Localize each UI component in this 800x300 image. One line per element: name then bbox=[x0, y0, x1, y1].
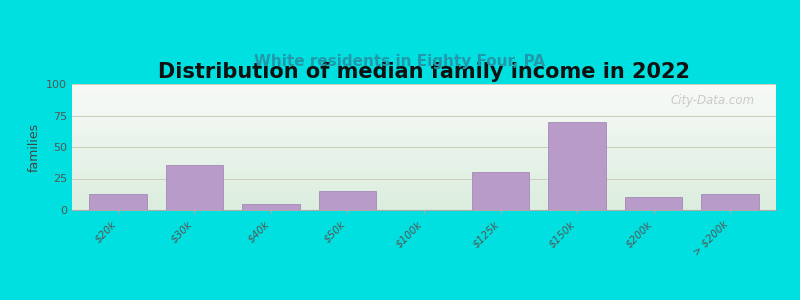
Title: Distribution of median family income in 2022: Distribution of median family income in … bbox=[158, 62, 690, 82]
Bar bbox=[625, 197, 682, 210]
Bar bbox=[90, 194, 146, 210]
Text: White residents in Eighty Four, PA: White residents in Eighty Four, PA bbox=[254, 54, 546, 69]
Bar bbox=[166, 165, 223, 210]
Bar bbox=[242, 204, 300, 210]
Bar bbox=[702, 194, 758, 210]
Bar bbox=[472, 172, 530, 210]
Bar bbox=[318, 191, 376, 210]
Y-axis label: families: families bbox=[27, 122, 41, 172]
Bar bbox=[548, 122, 606, 210]
Text: City-Data.com: City-Data.com bbox=[670, 94, 755, 107]
